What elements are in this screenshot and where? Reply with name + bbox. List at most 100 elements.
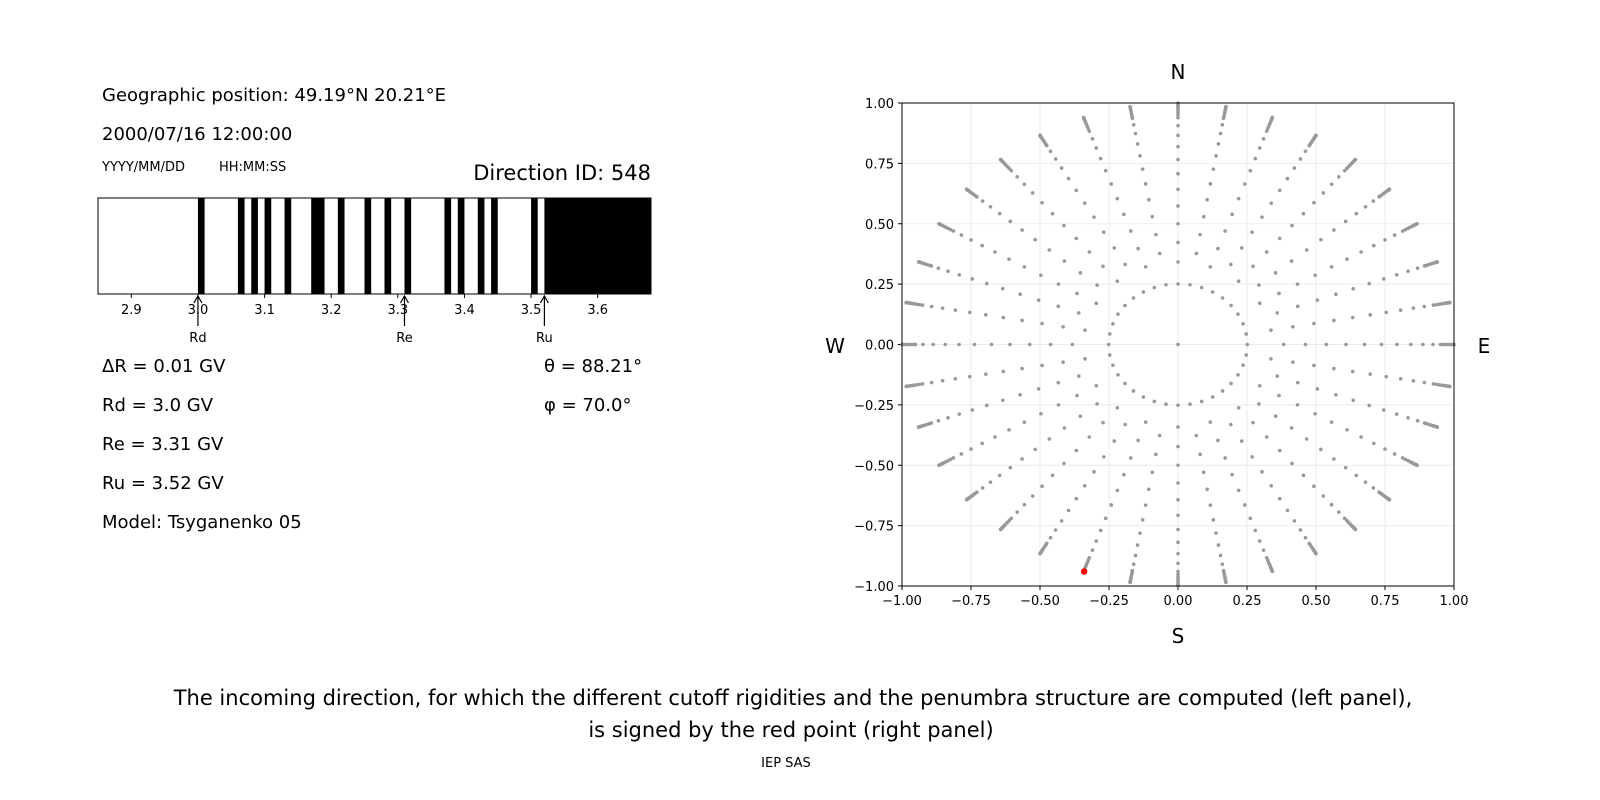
direction-point [1048, 535, 1053, 540]
direction-point [1236, 373, 1240, 377]
direction-point [1022, 182, 1027, 187]
direction-point [1176, 113, 1180, 117]
direction-point [1154, 232, 1158, 237]
direction-point [1039, 273, 1043, 278]
direction-point [1354, 473, 1359, 478]
direction-point [1304, 248, 1309, 252]
direction-point [959, 452, 964, 456]
direction-point [904, 384, 908, 389]
direction-point [1095, 402, 1099, 406]
compass-north: N [1171, 60, 1186, 84]
direction-point [984, 281, 989, 286]
direction-point [1176, 481, 1180, 485]
direction-point [1277, 236, 1282, 241]
direction-point [1229, 381, 1233, 386]
direction-point [946, 269, 950, 274]
theta-value: θ = 88.21° [544, 356, 643, 377]
direction-point [1033, 447, 1037, 452]
y-tick-label: 0.25 [865, 278, 894, 293]
direction-point [1371, 199, 1376, 203]
direction-point [1239, 246, 1244, 250]
direction-point [1092, 470, 1096, 474]
direction-point [1431, 382, 1436, 386]
direction-point [1211, 518, 1216, 522]
direction-point [1359, 250, 1363, 254]
direction-point [1406, 415, 1410, 420]
direction-point [1047, 248, 1052, 252]
direction-point [1371, 441, 1376, 446]
direction-point [989, 342, 994, 347]
direction-point [1122, 472, 1126, 477]
direction-point [1367, 281, 1372, 286]
direction-point [1116, 312, 1120, 316]
direction-point [1198, 232, 1202, 237]
direction-point [1141, 290, 1146, 294]
direction-point [1239, 439, 1244, 443]
direction-point [1371, 243, 1376, 248]
x-tick-label: 3.3 [387, 303, 408, 318]
direction-point [1314, 551, 1318, 556]
direction-point [1082, 201, 1087, 206]
direction-point [1152, 285, 1157, 290]
direction-point [1115, 279, 1120, 284]
geographic-position: Geographic position: 49.19°N 20.21°E [102, 85, 447, 106]
direction-point [1303, 342, 1308, 347]
x-tick-label: 0.75 [1371, 594, 1400, 609]
direction-point [1128, 104, 1132, 109]
direction-point [1408, 342, 1413, 347]
direction-point [1018, 292, 1022, 297]
direction-point [1083, 328, 1087, 332]
direction-point [1392, 452, 1397, 456]
direction-point [1176, 157, 1180, 162]
direction-point [1123, 262, 1127, 267]
direction-point [1176, 115, 1180, 120]
direction-point [913, 342, 918, 347]
direction-point [1143, 182, 1148, 186]
direction-point [1314, 133, 1318, 138]
direction-scatter-chart: −1.00−1.00 −0.75 −0.75 −0.50 −0.50 −0.25 −0.25… [825, 60, 1490, 648]
y-tick-label: −0.25 [854, 399, 894, 414]
direction-point [1176, 497, 1180, 502]
direction-point [1107, 332, 1112, 336]
y-tick-label: −0.50 [854, 459, 894, 474]
direction-point [1218, 131, 1223, 136]
time-format-label: HH:MM:SS [219, 160, 287, 175]
direction-point [951, 456, 956, 460]
direction-point [970, 277, 975, 281]
y-tick-label: 1.00 [865, 97, 894, 112]
ru-value: Ru = 3.52 GV [102, 473, 224, 494]
direction-point [1448, 300, 1452, 305]
penumbra-band [197, 198, 205, 294]
direction-point [1075, 393, 1079, 398]
direction-point [1248, 516, 1253, 521]
direction-point [936, 419, 941, 423]
direction-point [1351, 398, 1356, 403]
direction-point [1131, 296, 1136, 300]
direction-point [1090, 548, 1095, 552]
direction-point [1090, 137, 1095, 141]
direction-point [1036, 387, 1041, 391]
direction-point [1038, 551, 1042, 556]
direction-point [1353, 527, 1358, 532]
direction-point [1008, 219, 1013, 224]
direction-point [1143, 265, 1148, 269]
direction-point [1140, 167, 1145, 171]
direction-point [1076, 374, 1081, 378]
direction-point [1136, 438, 1140, 443]
direction-point [1383, 238, 1387, 242]
direction-point [1301, 473, 1306, 478]
direction-point [1422, 304, 1427, 309]
direction-point [1056, 304, 1061, 309]
direction-point [1152, 399, 1157, 404]
direction-point [936, 266, 941, 270]
direction-point [1112, 246, 1117, 250]
direction-point [1257, 146, 1262, 150]
penumbra-band [284, 198, 292, 294]
direction-point [1431, 303, 1436, 307]
direction-point [1359, 435, 1363, 439]
direction-point [1056, 403, 1061, 407]
direction-point [1027, 342, 1032, 347]
direction-point [1102, 230, 1106, 234]
direction-point [1315, 387, 1320, 391]
direction-point [1082, 483, 1087, 488]
